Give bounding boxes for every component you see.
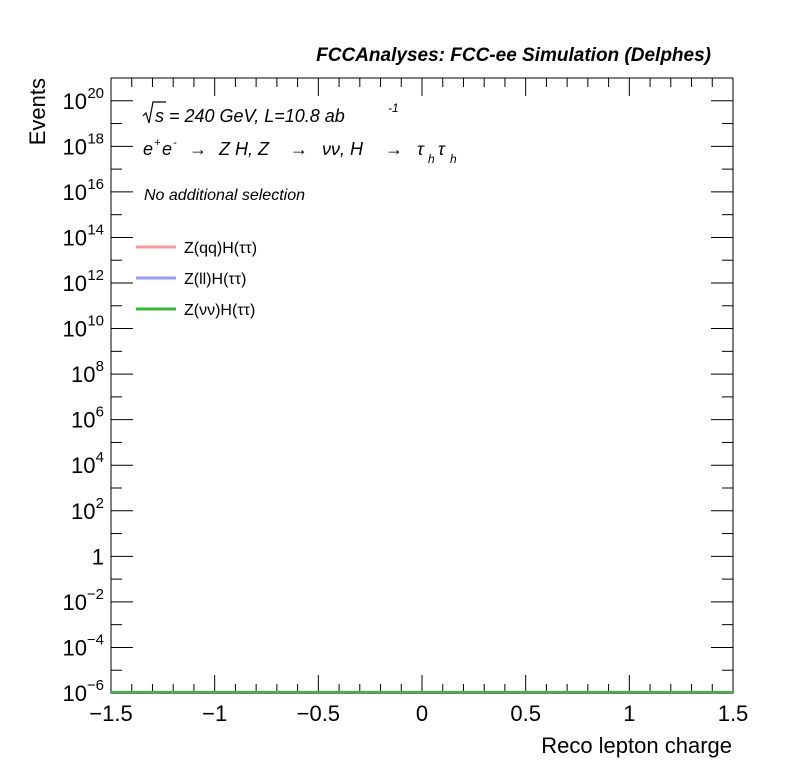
y-tick-label-base: 10: [63, 271, 87, 296]
legend-entry: Z(ll)H(ττ): [136, 271, 246, 288]
x-tick-label: −0.5: [297, 701, 340, 726]
process-tau2: τ: [438, 139, 446, 159]
y-tick-label-base: 10: [71, 453, 95, 478]
y-tick-label-exponent: −2: [87, 586, 104, 603]
x-tick-label: 0: [416, 701, 428, 726]
y-tick-label-exponent: 2: [96, 495, 104, 512]
process-nunu: νν, H: [322, 139, 364, 159]
y-tick-label-base: 10: [63, 225, 87, 250]
y-tick-label-exponent: 14: [87, 221, 104, 238]
x-tick-label: −1.5: [89, 701, 132, 726]
process-zh: Z H, Z: [218, 139, 270, 159]
y-tick-label-exponent: 6: [96, 404, 104, 421]
x-tick-label: 1: [623, 701, 635, 726]
y-tick-label-exponent: 16: [87, 176, 104, 193]
y-axis-label: Events: [25, 78, 50, 145]
y-tick-label: 1: [92, 544, 104, 569]
process-tau1-sub: h: [428, 152, 435, 166]
y-tick-label-exponent: −4: [87, 631, 104, 648]
legend-label: Z(qq)H(ττ): [184, 240, 257, 257]
legend-label: Z(ll)H(ττ): [184, 271, 246, 288]
y-tick-label-exponent: 12: [87, 267, 104, 284]
process-tau1: τ: [417, 139, 425, 159]
y-tick-label-exponent: 10: [87, 313, 104, 330]
energy-sqrt-s: s: [155, 106, 164, 126]
x-axis-label: Reco lepton charge: [541, 733, 732, 758]
selection-annotation: No additional selection: [144, 187, 305, 204]
x-tick-label: −1: [202, 701, 227, 726]
process-arrow-2: →: [290, 139, 308, 159]
process-annotation: e + e - → Z H, Z → νν, H → τ h τ h: [143, 137, 457, 166]
y-tick-label-base: 10: [63, 134, 87, 159]
legend-entry: Z(νν)H(ττ): [136, 302, 255, 319]
plot-frame: [110, 77, 734, 694]
process-arrow-1: →: [189, 139, 207, 159]
process-e1: e: [143, 139, 153, 159]
x-tick-label: 1.5: [718, 701, 749, 726]
tick-marks: [110, 77, 734, 694]
y-tick-label-exponent: 8: [96, 358, 104, 375]
y-tick-label-exponent: 4: [96, 449, 104, 466]
y-tick-label-exponent: −6: [87, 677, 104, 694]
energy-text: = 240 GeV, L=10.8 ab: [164, 106, 345, 126]
energy-unit-exponent: -1: [388, 101, 399, 115]
y-tick-label-exponent: 20: [87, 85, 104, 102]
energy-annotation: s = 240 GeV, L=10.8 ab -1: [142, 101, 399, 126]
process-arrow-3: →: [385, 139, 403, 159]
svg-text:s = 240 GeV, L=10.8 ab: s = 240 GeV, L=10.8 ab: [155, 106, 345, 126]
legend: Z(qq)H(ττ) Z(ll)H(ττ) Z(νν)H(ττ): [136, 240, 257, 319]
y-tick-label-base: 10: [71, 499, 95, 524]
y-tick-label-base: 10: [63, 317, 87, 342]
y-tick-label-exponent: 18: [87, 130, 104, 147]
x-tick-label: 0.5: [510, 701, 541, 726]
y-tick-label-base: 10: [71, 408, 95, 433]
process-tau2-sub: h: [450, 152, 457, 166]
y-tick-label-base: 10: [63, 635, 87, 660]
process-e2: e: [162, 139, 172, 159]
y-tick-label-base: 10: [63, 590, 87, 615]
chart-header: FCCAnalyses: FCC-ee Simulation (Delphes): [316, 45, 711, 66]
legend-label: Z(νν)H(ττ): [184, 302, 255, 319]
process-e2-sup: -: [173, 137, 177, 149]
y-tick-label-base: 10: [63, 681, 87, 706]
legend-entry: Z(qq)H(ττ): [136, 240, 257, 257]
y-tick-label-base: 10: [63, 89, 87, 114]
y-tick-label-base: 10: [63, 180, 87, 205]
y-tick-label-base: 10: [71, 362, 95, 387]
x-tick-labels: −1.5 −1 −0.5 0 0.5 1 1.5: [89, 701, 748, 726]
sqrt-symbol: [142, 101, 166, 124]
process-e1-sup: +: [154, 137, 161, 149]
